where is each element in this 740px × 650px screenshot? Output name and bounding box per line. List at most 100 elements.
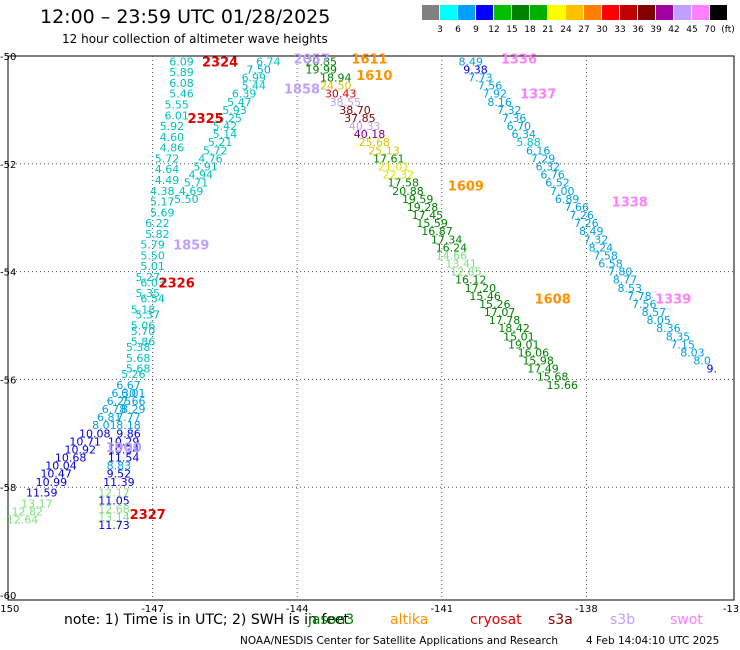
wave-height-value: 8.53 [618,282,643,295]
wave-height-value: 14.66 [436,249,468,262]
wave-height-value: 15.98 [522,355,554,368]
wave-height-value: 6.39 [232,88,257,101]
wave-height-value: 7.66 [565,201,590,214]
wave-height-value: 17.49 [527,363,559,376]
scale-swatch [620,5,637,20]
wave-height-value: 6.67 [116,379,141,392]
scale-label: 15 [506,25,518,35]
x-tick-label: -150 [0,604,19,615]
wave-height-value: 16.87 [421,225,453,238]
wave-height-value: 6.99 [242,72,267,85]
wave-height-value: 19.28 [407,201,439,214]
wave-height-value: 7.32 [584,233,609,246]
wave-height-value: 17.34 [431,233,463,246]
wave-height-value: 6.34 [511,128,536,141]
wave-height-value: 12.17 [98,487,130,500]
satellite-name: swot [670,612,703,628]
y-tick-label: -50 [0,52,16,63]
wave-height-value: 15.68 [537,371,569,384]
wave-height-value: 15.26 [479,298,511,311]
wave-height-value: 5.37 [136,309,161,322]
pass-time-label: 2327 [130,508,166,523]
wave-height-value: 17.58 [387,177,419,190]
wave-height-value: 19.59 [402,193,434,206]
wave-height-value: 13.17 [21,497,53,510]
scale-swatch [512,5,529,20]
wave-height-value: 38.70 [339,104,371,117]
wave-height-value: 6.08 [169,77,194,90]
scale-swatch [692,5,709,20]
wave-height-value: 5.25 [217,112,242,125]
wave-height-value: 7.26 [569,209,594,222]
wave-height-value: 7.92 [483,88,508,101]
wave-height-value: 6.54 [140,293,165,306]
scale-label: 36 [632,25,644,35]
wave-height-value: 5.38 [126,341,151,354]
wave-height-value: 8.18 [116,419,141,432]
wave-height-value: 5.50 [174,193,199,206]
wave-height-value: 6.58 [598,258,623,271]
wave-height-value: 7.36 [502,112,527,125]
satellite-name: altika [390,612,429,628]
wave-height-value: 10.47 [40,468,72,481]
wave-height-value: 38.55 [330,96,362,109]
wave-height-value: 10.08 [79,427,111,440]
wave-height-value: 16.24 [436,241,468,254]
wave-height-value: 7.80 [608,266,633,279]
wave-height-value: 12.85 [450,266,482,279]
wave-height-value: 10.68 [55,452,87,465]
wave-height-value: 8.35 [666,330,691,343]
satellite-name: s3b [610,612,636,628]
wave-height-value: 5.14 [213,128,238,141]
wave-height-value: 8.77 [613,274,638,287]
wave-height-value: 8.03 [680,346,705,359]
wave-height-value: 12.82 [12,505,44,518]
wave-height-value: 5.89 [169,66,194,79]
wave-height-value: 4.49 [155,174,180,187]
wave-height-value: 5.55 [164,99,189,112]
wave-height-value: 25.13 [368,144,400,157]
wave-height-value: 6.01 [164,109,189,122]
scale-swatch [422,5,439,20]
scale-swatch [710,5,727,20]
map-frame [7,55,735,601]
wave-height-value: 8.0 [693,355,711,368]
wave-height-value: 17.61 [373,152,405,165]
wave-height-value: 16.12 [455,274,487,287]
scale-swatch [530,5,547,20]
pass-time-label: 2326 [159,276,195,291]
wave-height-value: 5.68 [126,363,151,376]
wave-height-value: 5.06 [131,320,156,333]
wave-height-value: 17.20 [465,282,497,295]
scale-label: 21 [542,25,554,35]
wave-height-value: 7.78 [627,290,652,303]
wave-height-value: 18.42 [498,322,530,335]
wave-height-value: 6.32 [536,160,561,173]
wave-height-value: 8.29 [121,403,146,416]
wave-height-value: 5.82 [145,228,170,241]
footer-note: note: 1) Time is in UTC; 2) SWH is in fe… [64,612,350,628]
wave-height-value: 6.70 [507,120,532,133]
wave-height-value: 5.70 [131,325,156,338]
wave-height-value: 13.14 [98,511,130,524]
wave-height-value: 6.74 [256,55,281,68]
satellite-name: cryosat [470,612,522,628]
timestamp-text: 4 Feb 14:04:10 UTC 2025 [586,635,720,647]
wave-height-value: 8.05 [646,314,671,327]
satellite-name: jason3 [308,612,355,628]
wave-height-value: 12.68 [98,503,130,516]
x-tick-label: -138 [575,604,598,615]
scale-label: 30 [596,25,608,35]
wave-height-value: 8.49 [458,55,483,68]
x-tick-label: -13 [723,604,739,615]
wave-height-value: 5.46 [169,88,194,101]
pass-time-label: 2057 [294,53,330,68]
wave-height-value: 10.34 [108,443,140,456]
wave-height-value: 10.71 [69,435,101,448]
wave-height-value: 4.64 [155,163,180,176]
wave-height-value: 15.59 [416,217,448,230]
wave-height-value: 20.85 [306,55,338,68]
scale-label: 9 [473,25,479,35]
scale-label: 42 [668,25,680,35]
wave-height-value: 18.94 [320,72,352,85]
